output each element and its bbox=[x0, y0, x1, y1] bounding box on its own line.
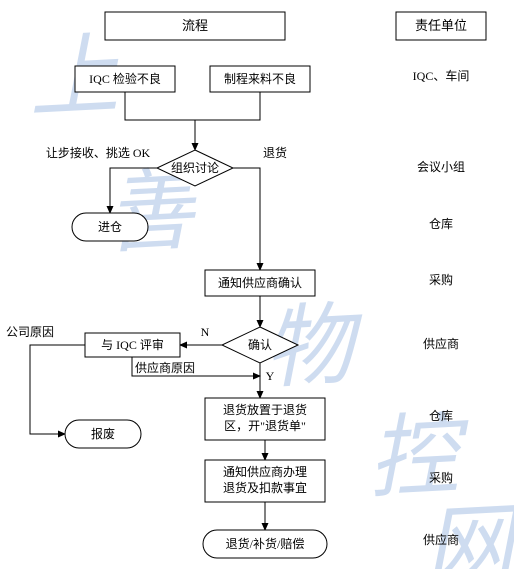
node-ret_area-line1: 区，开"退货单" bbox=[224, 418, 306, 433]
edge-iqc_down bbox=[125, 92, 195, 120]
unit-purchasing2: 采购 bbox=[429, 470, 453, 485]
node-ret_notify-line0: 通知供应商办理 bbox=[223, 464, 307, 479]
unit-supplier1: 供应商 bbox=[423, 336, 459, 351]
edge-label-review_supplier: 供应商原因 bbox=[135, 360, 195, 375]
node-discuss-label: 组织讨论 bbox=[171, 161, 219, 175]
edge-label-disc_right: 退货 bbox=[263, 145, 287, 160]
svg-text:控: 控 bbox=[366, 406, 474, 510]
edge-disc_right bbox=[233, 168, 260, 270]
unit-purchasing1: 采购 bbox=[429, 272, 453, 287]
edge-label-review_company: 公司原因 bbox=[6, 325, 54, 339]
edge-label-conf_y: Y bbox=[266, 369, 275, 383]
edge-label-conf_n: N bbox=[201, 325, 210, 339]
node-iqc_bad-label: IQC 检验不良 bbox=[89, 71, 161, 86]
node-notify-label: 通知供应商确认 bbox=[218, 275, 302, 290]
node-ret_notify-line1: 退货及扣款事宜 bbox=[223, 480, 307, 495]
edge-label-disc_left: 让步接收、挑选 OK bbox=[46, 145, 151, 160]
unit-meeting: 会议小组 bbox=[417, 160, 465, 174]
unit-iqc_workshop: IQC、车间 bbox=[413, 68, 470, 83]
unit-supplier2: 供应商 bbox=[423, 532, 459, 547]
node-store-label: 进仓 bbox=[98, 220, 122, 234]
node-confirm-label: 确认 bbox=[248, 338, 272, 352]
node-final-label: 退货/补货/赔偿 bbox=[226, 536, 305, 551]
node-review-label: 与 IQC 评审 bbox=[101, 337, 164, 352]
node-ret_area-line0: 退货放置于退货 bbox=[223, 402, 307, 417]
edge-proc_down bbox=[195, 92, 260, 120]
header-process-label: 流程 bbox=[182, 18, 208, 33]
header-unit-label: 责任单位 bbox=[415, 18, 467, 33]
unit-warehouse1: 仓库 bbox=[429, 216, 453, 231]
node-scrap-label: 报废 bbox=[91, 426, 115, 441]
unit-warehouse2: 仓库 bbox=[429, 408, 453, 423]
node-proc_bad-label: 制程来料不良 bbox=[224, 71, 296, 86]
